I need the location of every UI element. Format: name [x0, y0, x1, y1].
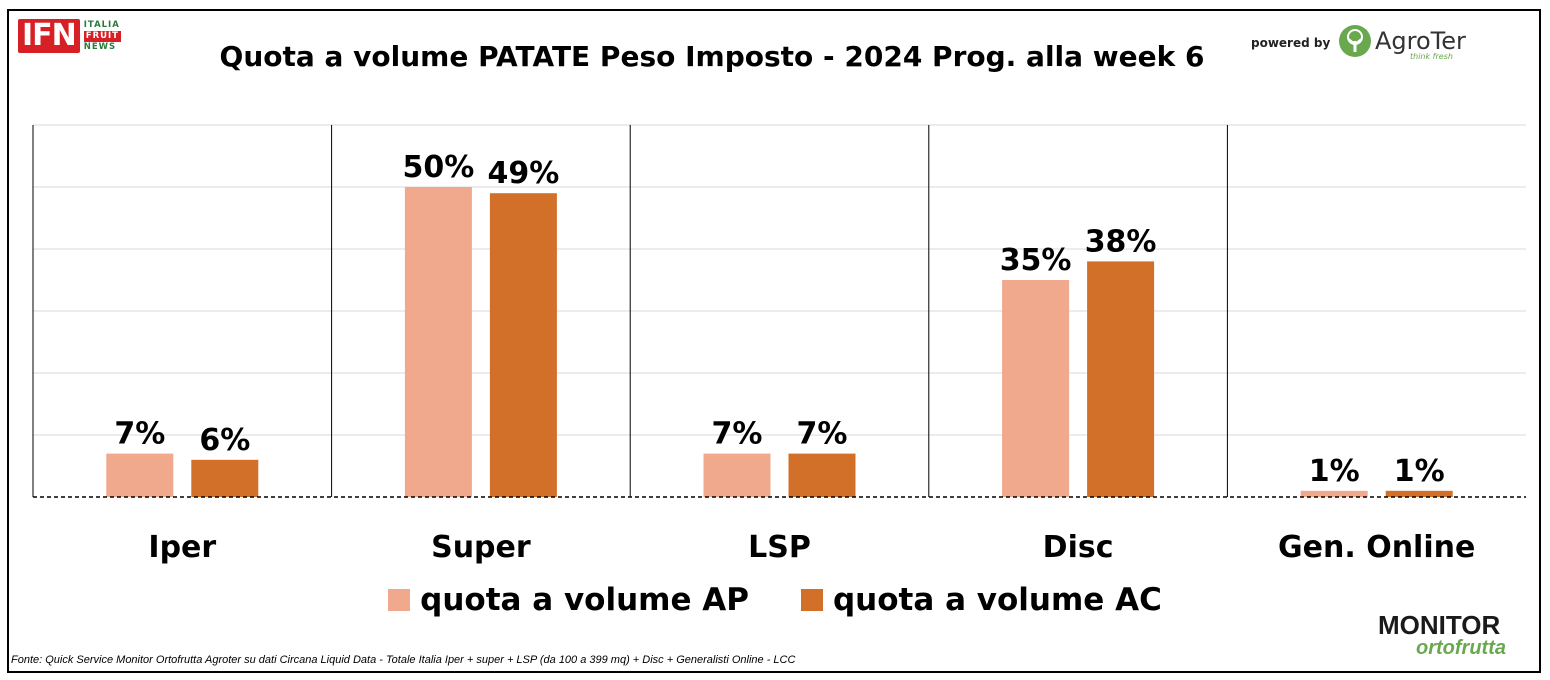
- category-label: Super: [431, 530, 531, 565]
- ifn-tagline-line-3: NEWS: [83, 41, 117, 52]
- chart-title: Quota a volume PATATE Peso Imposto - 202…: [219, 40, 1205, 73]
- data-label: 50%: [402, 150, 474, 185]
- monitor-ortofrutta-logo: MONITOR ortofrutta: [1378, 612, 1538, 664]
- category-label: Iper: [148, 530, 216, 565]
- data-label: 7%: [797, 417, 848, 452]
- agroter-name: AgroTer: [1375, 27, 1466, 55]
- bar-ap: [1300, 490, 1368, 497]
- data-label: 7%: [712, 417, 763, 452]
- category-label: LSP: [748, 530, 811, 565]
- ifn-logo: IFN ITALIA FRUIT NEWS: [18, 18, 121, 54]
- chart-frame: [7, 9, 1541, 673]
- legend-swatch-ap: [388, 589, 411, 611]
- bar-ap: [404, 187, 472, 497]
- ifn-tagline-line-1: ITALIA: [83, 19, 120, 30]
- data-label: 1%: [1394, 454, 1445, 489]
- ifn-tagline-line-2: FRUIT: [83, 30, 121, 42]
- tree-icon: [1339, 25, 1371, 57]
- bar-ac: [489, 193, 557, 497]
- powered-by-label: powered by: [1251, 36, 1331, 50]
- source-footnote: Fonte: Quick Service Monitor Ortofrutta …: [11, 654, 796, 666]
- legend-label-ap: quota a volume AP: [420, 582, 749, 618]
- ifn-logo-tagline: ITALIA FRUIT NEWS: [83, 19, 121, 53]
- data-label: 6%: [199, 423, 250, 458]
- legend-item-ap: quota a volume AP: [388, 582, 749, 618]
- bar-ac: [1087, 261, 1155, 497]
- data-label: 38%: [1085, 224, 1157, 259]
- bar-ap: [1002, 280, 1070, 497]
- category-label: Gen. Online: [1278, 530, 1475, 565]
- data-label: 1%: [1309, 454, 1360, 489]
- bar-ap: [703, 453, 771, 497]
- monitor-logo-bottom: ortofrutta: [1416, 637, 1506, 659]
- agroter-tagline: think fresh: [1410, 52, 1453, 61]
- chart-data-labels: 7% 6% 50% 49% 7% 7% 35% 38% 1% 1%: [114, 150, 1444, 489]
- ifn-logo-mark: IFN: [18, 19, 80, 53]
- agroter-logo: AgroTer think fresh: [1338, 24, 1466, 61]
- bar-ac: [1385, 490, 1453, 497]
- chart-category-labels: Iper Super LSP Disc Gen. Online: [148, 530, 1475, 565]
- category-label: Disc: [1043, 530, 1114, 565]
- bar-ac: [191, 459, 259, 497]
- bar-ap: [106, 453, 174, 497]
- bar-ac: [788, 453, 856, 497]
- chart-bars: [106, 187, 1453, 497]
- data-label: 7%: [114, 417, 165, 452]
- legend-swatch-ac: [800, 589, 823, 611]
- category-separators: [32, 125, 1228, 497]
- monitor-logo-top: MONITOR: [1378, 610, 1501, 640]
- data-label: 49%: [487, 156, 559, 191]
- chart-gridlines: [33, 124, 1526, 436]
- legend-item-ac: quota a volume AC: [800, 582, 1162, 618]
- chart-legend: quota a volume AP quota a volume AC: [0, 582, 1550, 618]
- legend-label-ac: quota a volume AC: [832, 582, 1162, 618]
- data-label: 35%: [1000, 243, 1072, 278]
